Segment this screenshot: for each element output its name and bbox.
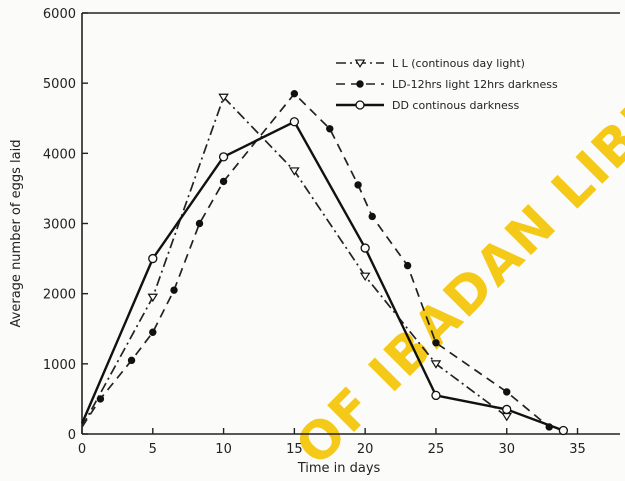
x-tick-label-5: 5 xyxy=(149,442,157,457)
y-axis-label: Average number of eggs laid xyxy=(9,140,24,328)
series-2-point-6 xyxy=(502,404,512,415)
series-1 xyxy=(81,89,553,431)
legend-label-0: L L (continous day light) xyxy=(392,57,525,70)
series-0-point-4 xyxy=(359,272,371,282)
series-2-line xyxy=(80,120,564,432)
series-1-point-13 xyxy=(503,388,511,396)
series-0-point-3 xyxy=(289,167,300,176)
y-tick-label-5000: 5000 xyxy=(43,77,76,92)
legend: L L (continous day light) LD-12hrs light … xyxy=(336,57,558,112)
legend-marker-0 xyxy=(354,59,366,68)
series-0-point-1 xyxy=(147,293,159,303)
series-1-point-3 xyxy=(149,328,157,336)
series-1-point-5 xyxy=(195,219,204,228)
legend-entry-2: DD continous darkness xyxy=(336,99,520,112)
series-1-point-2 xyxy=(127,356,136,365)
series-1-point-12 xyxy=(432,339,440,347)
series-0 xyxy=(81,93,513,428)
series-0-line xyxy=(81,96,508,428)
series-1-point-1 xyxy=(96,395,105,403)
series-2-point-4 xyxy=(360,243,370,253)
x-tick-label-15: 15 xyxy=(286,442,303,457)
watermark-layer: OF IBADAN LIBR xyxy=(285,80,625,478)
legend-label-2: DD continous darkness xyxy=(392,99,520,112)
x-tick-label-10: 10 xyxy=(215,442,232,457)
y-tick-label-4000: 4000 xyxy=(43,147,76,162)
series-0-point-5 xyxy=(430,360,442,369)
series-layer xyxy=(80,89,569,436)
series-1-point-10 xyxy=(368,212,376,221)
x-tick-label-0: 0 xyxy=(78,442,86,457)
series-2-point-1 xyxy=(148,253,158,264)
y-tick-label-3000: 3000 xyxy=(43,218,76,233)
y-tick-label-6000: 6000 xyxy=(43,7,76,22)
y-tick-label-2000: 2000 xyxy=(43,288,76,303)
series-1-point-9 xyxy=(354,181,362,189)
x-tick-label-30: 30 xyxy=(498,442,515,457)
x-tick-label-25: 25 xyxy=(428,442,445,457)
series-1-point-8 xyxy=(326,125,334,133)
x-tick-label-35: 35 xyxy=(569,442,586,457)
watermark-text: OF IBADAN LIBR xyxy=(285,80,625,478)
series-2 xyxy=(80,117,569,436)
series-0-point-2 xyxy=(218,93,229,103)
legend-entry-0: L L (continous day light) xyxy=(336,57,525,70)
legend-marker-1 xyxy=(356,80,364,88)
x-tick-label-20: 20 xyxy=(357,442,374,457)
series-1-point-7 xyxy=(290,89,299,98)
series-1-point-6 xyxy=(219,177,228,186)
x-axis-label: Time in days xyxy=(297,461,381,476)
axes: 0 1000 2000 3000 4000 5000 6000 0 5 10 15 20 25 30 35 T… xyxy=(9,7,620,476)
series-0-point-6 xyxy=(501,412,513,422)
y-tick-label-1000: 1000 xyxy=(43,358,76,373)
series-2-point-2 xyxy=(218,152,229,162)
series-2-point-3 xyxy=(289,117,300,127)
series-1-point-11 xyxy=(403,261,412,270)
legend-marker-2 xyxy=(355,100,365,110)
y-tick-label-0: 0 xyxy=(68,428,76,443)
series-1-point-4 xyxy=(170,286,178,294)
series-2-point-7 xyxy=(558,425,569,436)
legend-label-1: LD-12hrs light 12hrs darkness xyxy=(392,78,558,91)
legend-entry-1: LD-12hrs light 12hrs darkness xyxy=(336,78,558,91)
series-2-point-5 xyxy=(431,390,441,401)
